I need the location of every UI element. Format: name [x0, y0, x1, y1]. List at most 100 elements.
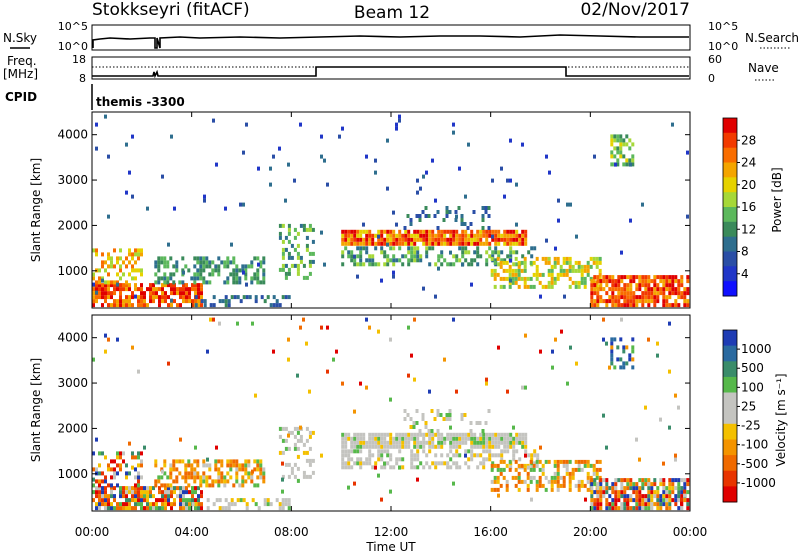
velocity-echo-cell [226, 459, 230, 464]
date-title: 02/Nov/2017 [580, 0, 690, 20]
power-echo-cell [101, 260, 104, 265]
power-echo-cell [625, 158, 629, 163]
velocity-echo-cell [596, 506, 600, 511]
power-echo-cell [485, 229, 489, 234]
velocity-echo-cell [293, 434, 297, 439]
power-echo-cell [341, 254, 345, 259]
velocity-echo-cell [656, 498, 660, 503]
power-echo-cell [488, 233, 492, 238]
velocity-echo-cell [389, 453, 393, 458]
power-echo-cell [160, 276, 164, 281]
velocity-echo-cell [602, 494, 606, 499]
power-echo-cell [203, 299, 207, 304]
power-echo-cell [290, 263, 294, 268]
velocity-echo-cell [620, 482, 624, 487]
velocity-echo-cell [157, 475, 161, 480]
velocity-echo-cell [104, 494, 107, 499]
power-echo-cell [479, 241, 483, 246]
velocity-echo-cell [568, 459, 572, 464]
velocity-echo-cell [131, 494, 134, 499]
power-echo-cell [524, 229, 528, 234]
velocity-echo-cell [389, 432, 393, 437]
power-echo-cell [653, 283, 657, 288]
velocity-echo-cell [527, 453, 531, 458]
power-echo-cell [617, 299, 621, 304]
power-echo-cell [511, 280, 515, 285]
power-echo-cell [644, 275, 648, 280]
velocity-echo-cell [98, 463, 101, 468]
power-echo-cell [671, 122, 674, 127]
velocity-echo-cell [422, 449, 426, 454]
velocity-echo-cell [505, 487, 509, 492]
velocity-echo-cell [113, 494, 116, 499]
power-echo-cell [493, 268, 497, 273]
velocity-echo-cell [404, 432, 408, 437]
velocity-echo-cell [647, 506, 651, 511]
velocity-echo-cell [152, 502, 155, 507]
velocity-echo-cell [383, 444, 387, 449]
power-echo-cell [509, 250, 513, 255]
velocity-echo-cell [308, 430, 312, 435]
power-echo-cell [377, 234, 380, 239]
power-echo-cell [146, 287, 149, 292]
velocity-echo-cell [137, 498, 140, 503]
velocity-echo-cell [449, 444, 453, 449]
velocity-echo-cell [623, 486, 627, 491]
velocity-echo-cell [434, 432, 438, 437]
power-echo-cell [154, 264, 158, 269]
velocity-echo-cell [515, 436, 519, 441]
power-echo-cell [461, 233, 465, 238]
velocity-echo-cell [562, 479, 566, 484]
power-echo-cell [530, 254, 534, 259]
power-echo-cell [490, 272, 494, 277]
power-echo-cell [209, 303, 213, 308]
power-echo-cell [110, 303, 113, 308]
velocity-echo-cell [377, 432, 381, 437]
velocity-echo-cell [356, 444, 360, 449]
velocity-echo-cell [98, 506, 101, 511]
power-echo-cell [158, 303, 161, 308]
power-colorbar-swatch [723, 132, 737, 149]
velocity-echo-cell [347, 453, 351, 458]
velocity-echo-cell [568, 475, 572, 480]
power-echo-cell [523, 260, 527, 265]
power-echo-cell [610, 150, 614, 155]
power-echo-cell [113, 303, 116, 308]
velocity-echo-cell [200, 506, 203, 511]
power-echo-cell [620, 250, 623, 255]
velocity-echo-cell [437, 440, 441, 445]
power-echo-cell [535, 276, 539, 281]
velocity-echo-cell [521, 440, 525, 445]
power-echo-cell [217, 256, 221, 261]
power-echo-cell [562, 256, 566, 261]
power-echo-cell [653, 279, 657, 284]
velocity-echo-cell [577, 479, 581, 484]
velocity-echo-cell [403, 417, 407, 421]
velocity-echo-cell [122, 486, 125, 491]
velocity-echo-cell [119, 467, 122, 472]
power-echo-cell [262, 260, 266, 265]
power-echo-cell [214, 264, 218, 269]
velocity-echo-cell [665, 502, 669, 507]
power-echo-cell [101, 276, 104, 281]
power-echo-cell [674, 299, 678, 304]
power-echo-cell [242, 150, 245, 155]
power-echo-cell [287, 227, 291, 232]
power-echo-cell [625, 142, 629, 147]
power-echo-cell [668, 303, 672, 308]
power-echo-cell [467, 233, 471, 238]
power-echo-cell [653, 299, 657, 304]
power-echo-cell [95, 299, 98, 304]
velocity-echo-cell [488, 457, 492, 462]
power-echo-cell [677, 287, 681, 292]
power-echo-cell [296, 243, 300, 248]
power-echo-cell [176, 291, 179, 296]
velocity-echo-cell [185, 498, 188, 503]
power-echo-cell [500, 233, 504, 238]
velocity-echo-cell [503, 444, 507, 449]
velocity-echo-cell [539, 445, 542, 450]
velocity-echo-cell [194, 506, 197, 511]
power-echo-cell [656, 275, 660, 280]
velocity-echo-cell [262, 471, 266, 476]
velocity-echo-cell [169, 483, 173, 488]
